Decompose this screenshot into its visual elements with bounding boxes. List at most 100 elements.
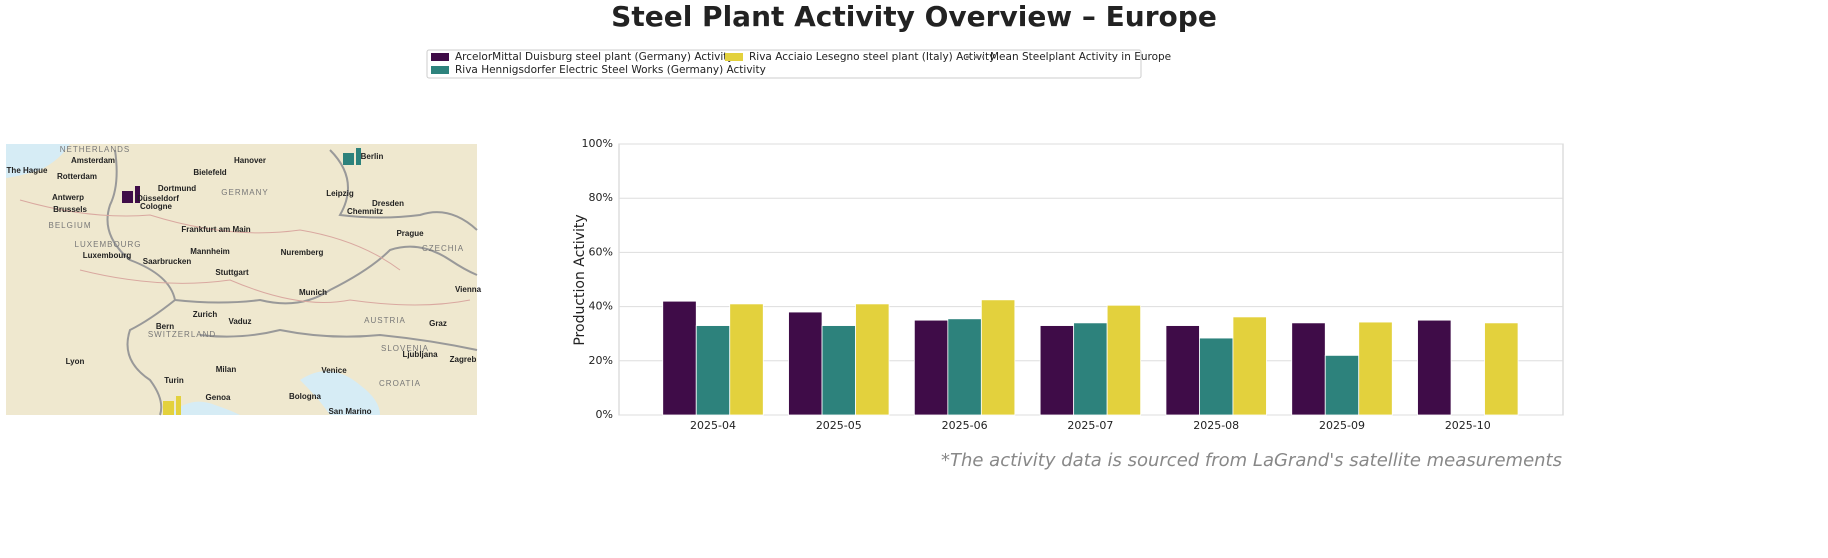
- y-tick-label: 40%: [589, 300, 613, 313]
- map-label: Turin: [164, 376, 184, 385]
- map-label: Munich: [299, 288, 327, 297]
- y-tick-label: 20%: [589, 354, 613, 367]
- bar: [1358, 321, 1393, 416]
- map-label: Graz: [429, 319, 447, 328]
- map-label: SWITZERLAND: [148, 330, 216, 339]
- bar: [1324, 354, 1360, 416]
- map-label: Chemnitz: [347, 207, 383, 216]
- map-border: [329, 149, 478, 231]
- x-tick-label: 2025-05: [816, 419, 862, 432]
- map-label: Cologne: [140, 202, 173, 211]
- bar: [788, 311, 823, 416]
- map-road: [79, 269, 471, 306]
- map-label: LUXEMBOURG: [75, 240, 142, 249]
- bar: [1039, 325, 1075, 416]
- bar: [913, 319, 949, 416]
- map-label: CROATIA: [379, 379, 421, 388]
- map-label: Stuttgart: [215, 268, 249, 277]
- map-label: Brussels: [53, 205, 87, 214]
- map-label: Mannheim: [190, 247, 230, 256]
- plant-marker: [163, 396, 181, 415]
- y-tick-label: 0%: [596, 408, 613, 421]
- bar: [855, 303, 890, 416]
- map-border: [106, 149, 177, 416]
- map-label: The Hague: [7, 166, 48, 175]
- map-border: [199, 328, 478, 351]
- map-label: Düsseldorf: [137, 194, 179, 203]
- legend-box: [426, 49, 1142, 79]
- x-tick-label: 2025-09: [1319, 419, 1365, 432]
- x-tick-label: 2025-04: [690, 419, 736, 432]
- x-tick-label: 2025-07: [1067, 419, 1113, 432]
- map-label: Milan: [216, 365, 237, 374]
- map-land: [6, 144, 477, 415]
- plant-marker: [122, 186, 140, 203]
- plant-marker: [343, 148, 361, 165]
- map-label: Bern: [156, 322, 174, 331]
- map-label: Bielefeld: [193, 168, 226, 177]
- map-label: Bologna: [289, 392, 322, 401]
- bar: [662, 300, 697, 416]
- chart-title: Steel Plant Activity Overview – Europe: [611, 0, 1217, 33]
- y-tick-label: 60%: [589, 245, 613, 258]
- map-label: Berlin: [361, 152, 384, 161]
- map-label: NETHERLANDS: [60, 145, 131, 154]
- map-label: Vienna: [455, 285, 482, 294]
- legend-swatch: [431, 66, 449, 74]
- bar: [729, 303, 764, 416]
- map-label: San Marino: [328, 407, 371, 416]
- map-label: GERMANY: [221, 188, 268, 197]
- bar: [1232, 316, 1267, 416]
- map-label: Nuremberg: [281, 248, 324, 257]
- map-label: Saarbrucken: [143, 257, 192, 266]
- map-label: Leipzig: [326, 189, 354, 198]
- map-label: Hanover: [234, 156, 266, 165]
- map-road: [19, 199, 401, 271]
- bar: [1106, 304, 1142, 416]
- map-sea: [300, 371, 380, 415]
- y-tick-label: 100%: [582, 137, 613, 150]
- map-label: Luxembourg: [83, 251, 132, 260]
- map-label: Vaduz: [228, 317, 251, 326]
- bar: [1073, 322, 1108, 416]
- bar: [1484, 322, 1519, 416]
- map-label: Dresden: [372, 199, 404, 208]
- bar: [947, 318, 982, 416]
- x-tick-label: 2025-06: [942, 419, 988, 432]
- map-label: Prague: [396, 229, 424, 238]
- map-label: SLOVENIA: [381, 344, 429, 353]
- map-label: Lyon: [66, 357, 85, 366]
- y-axis-label: Production Activity: [572, 214, 588, 345]
- map-label: Genoa: [206, 393, 231, 402]
- legend-swatch: [431, 53, 449, 61]
- map-sea: [6, 144, 70, 178]
- x-tick-label: 2025-08: [1193, 419, 1239, 432]
- map: NETHERLANDS Amsterdam The Hague Rotterdam Ha…: [6, 144, 482, 416]
- bar: [1165, 325, 1200, 416]
- map-label: BELGIUM: [48, 221, 91, 230]
- bar: [1291, 322, 1326, 416]
- map-label: Ljubljana: [402, 350, 438, 359]
- y-tick-label: 80%: [589, 191, 613, 204]
- legend-label: Riva Acciaio Lesegno steel plant (Italy)…: [749, 51, 995, 63]
- map-label: Frankfurt am Main: [181, 225, 250, 234]
- map-label: AUSTRIA: [364, 316, 406, 325]
- map-label: Amsterdam: [71, 156, 115, 165]
- x-tick-label: 2025-10: [1445, 419, 1491, 432]
- map-label: Venice: [321, 366, 347, 375]
- map-sea: [170, 401, 240, 415]
- bar: [821, 325, 856, 416]
- footnote: *The activity data is sourced from LaGra…: [941, 450, 1562, 471]
- legend-label: Mean Steelplant Activity in Europe: [990, 51, 1171, 63]
- map-label: Dortmund: [158, 184, 196, 193]
- legend-label: ArcelorMittal Duisburg steel plant (Germ…: [455, 51, 734, 63]
- bar: [1417, 319, 1452, 416]
- bar: [980, 299, 1016, 416]
- legend-label: Riva Hennigsdorfer Electric Steel Works …: [455, 64, 766, 76]
- map-label: Rotterdam: [57, 172, 97, 181]
- map-label: Zurich: [193, 310, 218, 319]
- map-label: CZECHIA: [422, 244, 464, 253]
- map-label: Zagreb: [450, 355, 477, 364]
